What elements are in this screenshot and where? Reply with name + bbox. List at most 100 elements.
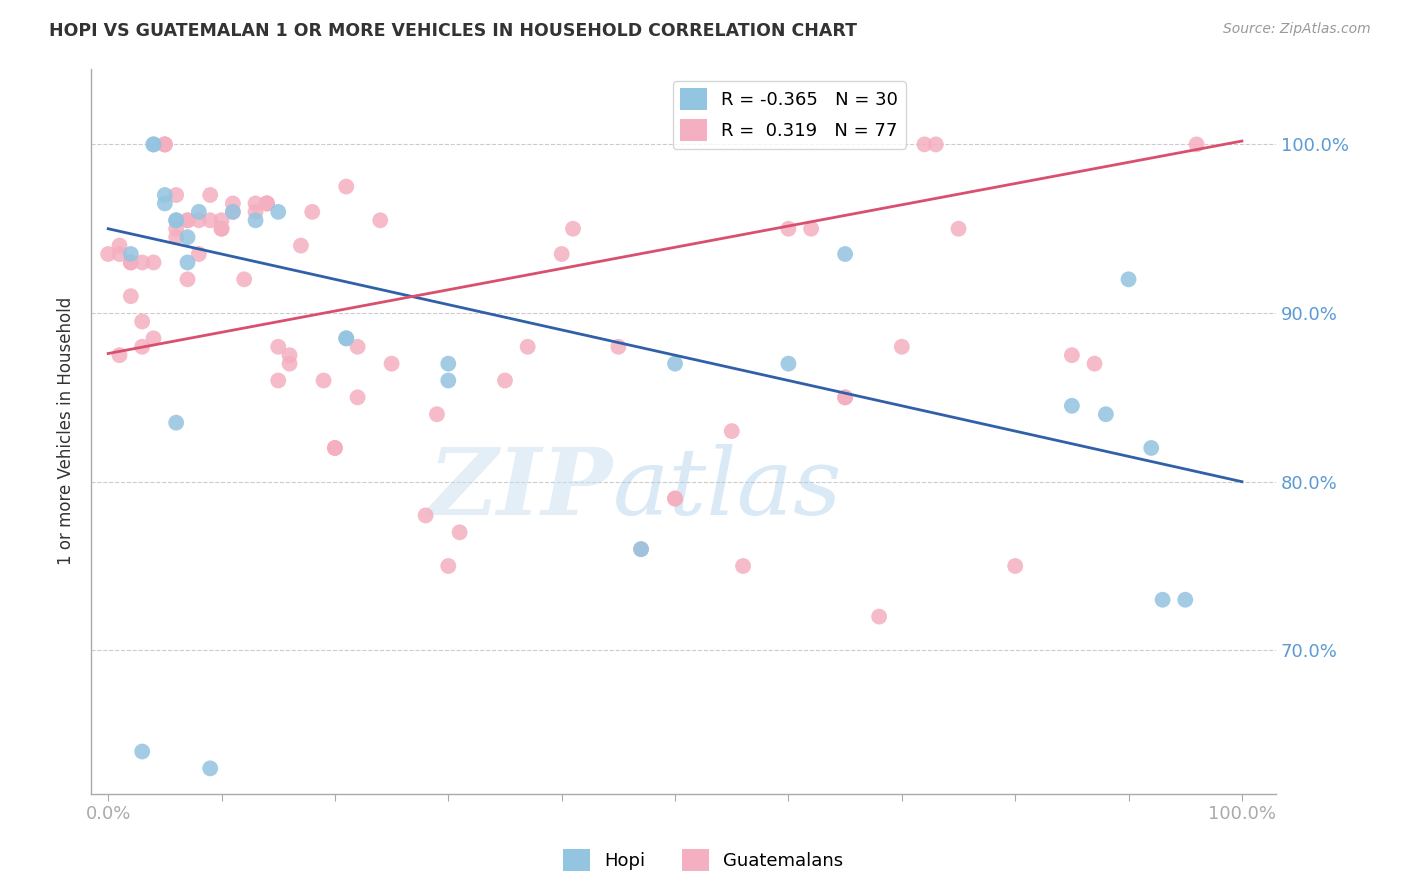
Point [437,374,460,388]
Text: ZIP: ZIP [429,444,613,534]
Point [1152,592,1174,607]
Point [142,331,165,345]
Point [664,491,686,506]
Legend: Hopi, Guatemalans: Hopi, Guatemalans [555,842,851,879]
Point [176,213,198,227]
Point [267,205,290,219]
Point [1185,137,1208,152]
Point [176,255,198,269]
Point [131,340,153,354]
Text: atlas: atlas [613,444,842,534]
Point [245,196,267,211]
Point [200,761,222,775]
Point [335,331,357,345]
Point [1060,399,1083,413]
Point [301,205,323,219]
Point [222,205,245,219]
Text: HOPI VS GUATEMALAN 1 OR MORE VEHICLES IN HOUSEHOLD CORRELATION CHART: HOPI VS GUATEMALAN 1 OR MORE VEHICLES IN… [49,22,858,40]
Point [142,137,165,152]
Point [437,559,460,574]
Text: Source: ZipAtlas.com: Source: ZipAtlas.com [1223,22,1371,37]
Point [720,424,742,438]
Point [664,357,686,371]
Point [233,272,256,286]
Point [176,230,198,244]
Point [494,374,516,388]
Point [335,179,357,194]
Point [153,137,176,152]
Point [165,221,187,235]
Legend: R = -0.365   N = 30, R =  0.319   N = 77: R = -0.365 N = 30, R = 0.319 N = 77 [672,81,905,149]
Point [335,331,357,345]
Point [290,238,312,252]
Point [323,441,346,455]
Point [222,196,245,211]
Point [1060,348,1083,362]
Point [516,340,538,354]
Point [165,416,187,430]
Point [131,745,153,759]
Point [165,230,187,244]
Point [187,247,209,261]
Point [914,137,936,152]
Y-axis label: 1 or more Vehicles in Household: 1 or more Vehicles in Household [58,297,75,566]
Point [868,609,890,624]
Point [267,340,290,354]
Point [142,255,165,269]
Point [108,247,131,261]
Point [278,348,301,362]
Point [256,196,278,211]
Point [120,255,142,269]
Point [890,340,912,354]
Point [131,314,153,328]
Point [381,357,404,371]
Point [108,238,131,252]
Point [550,247,572,261]
Point [1118,272,1140,286]
Point [108,348,131,362]
Point [200,213,222,227]
Point [834,247,856,261]
Point [200,188,222,202]
Point [778,221,800,235]
Point [1140,441,1163,455]
Point [778,357,800,371]
Point [245,205,267,219]
Point [1004,559,1026,574]
Point [733,559,755,574]
Point [948,221,970,235]
Point [131,255,153,269]
Point [426,407,449,421]
Point [346,390,368,404]
Point [834,390,856,404]
Point [278,357,301,371]
Point [120,255,142,269]
Point [153,137,176,152]
Point [153,137,176,152]
Point [211,221,233,235]
Point [312,374,335,388]
Point [664,491,686,506]
Point [267,374,290,388]
Point [222,205,245,219]
Point [323,441,346,455]
Point [368,213,391,227]
Point [120,247,142,261]
Point [1174,592,1197,607]
Point [142,137,165,152]
Point [176,213,198,227]
Point [97,247,120,261]
Point [607,340,630,354]
Point [176,272,198,286]
Point [256,196,278,211]
Point [153,196,176,211]
Point [245,213,267,227]
Point [562,221,585,235]
Point [800,221,823,235]
Point [120,289,142,303]
Point [165,188,187,202]
Point [165,213,187,227]
Point [165,213,187,227]
Point [211,221,233,235]
Point [630,542,652,557]
